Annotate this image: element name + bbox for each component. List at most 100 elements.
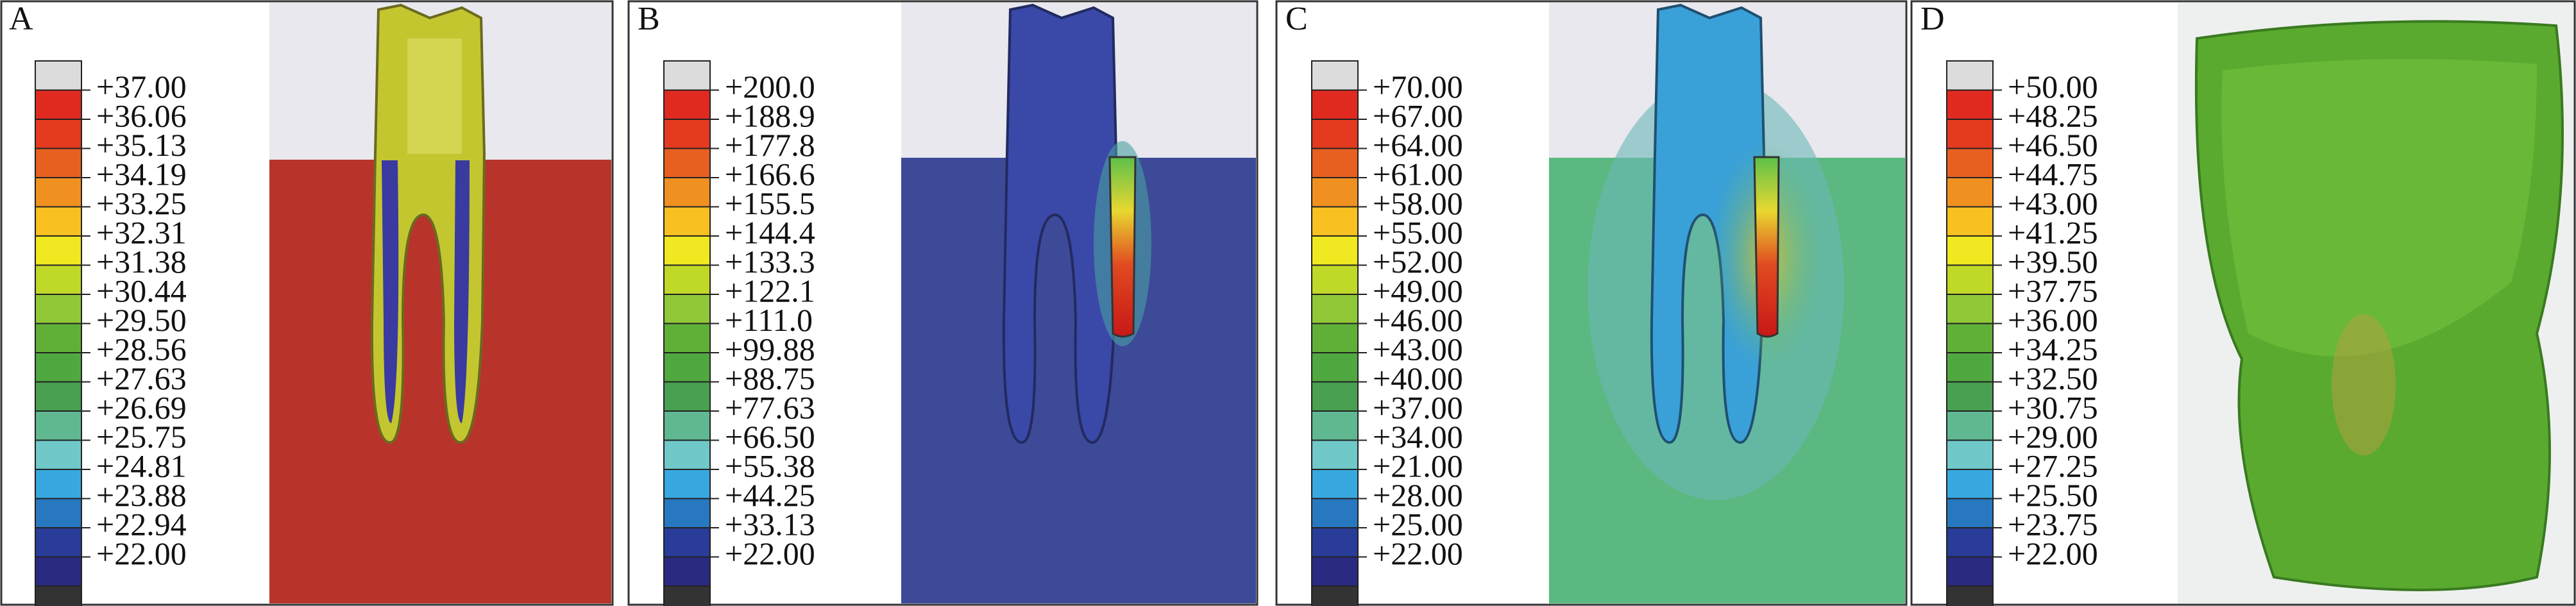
colorbar-box [35,410,82,441]
colorbar-box [663,352,711,383]
legend-label: +32.31 [96,214,187,250]
colorbar-box [1946,498,1994,528]
colorbar-box [35,294,82,324]
legend-label: +66.50 [725,419,815,455]
colorbar-box [663,177,711,208]
legend-label: +22.00 [725,535,815,571]
legend-label: +23.75 [2008,506,2098,542]
colorbar-box [35,556,82,587]
colorbar-box [663,410,711,441]
colorbar-box [1311,89,1359,120]
colorbar-box [35,235,82,266]
colorbar-box [1946,410,1994,441]
legend-label: +32.50 [2008,360,2098,396]
colorbar-box [1311,585,1359,606]
legend-label: +37.00 [1373,389,1463,425]
colorbar-box [663,323,711,353]
colorbar-box [1946,439,1994,470]
colorbar-box [1311,439,1359,470]
colorbar-box [1946,294,1994,324]
image-a [269,3,611,603]
legend-label: +27.25 [2008,448,2098,484]
colorbar-box [1311,498,1359,528]
colorbar-box [1311,556,1359,587]
legend-label: +188.9 [725,97,815,133]
colorbar-box [663,585,711,606]
colorbar-box [35,323,82,353]
legend-label: +111.0 [725,302,813,338]
colorbar-box [1946,235,1994,266]
colorbar-box [1311,410,1359,441]
colorbar-box [35,119,82,149]
legend-label: +36.06 [96,97,187,133]
colorbar-box [663,498,711,528]
colorbar-box [1311,206,1359,237]
colorbar-box [663,206,711,237]
panel-label: C [1285,1,1308,37]
colorbar-box [35,439,82,470]
legend-label: +29.50 [96,302,187,338]
colorbar-box [35,352,82,383]
colorbar-box [1311,294,1359,324]
colorbar-box [35,177,82,208]
legend-label: +34.25 [2008,331,2098,367]
colorbar-box [1946,527,1994,558]
colorbar-box [1311,381,1359,412]
colorbar-box [663,381,711,412]
legend-label: +27.63 [96,360,187,396]
legend-label: +52.00 [1373,244,1463,280]
colorbar-box [1946,89,1994,120]
legend-label: +28.00 [1373,477,1463,513]
colorbar-box [35,206,82,237]
legend-label: +34.19 [96,156,187,192]
legend-label: +64.00 [1373,127,1463,163]
legend-label: +39.50 [2008,244,2098,280]
legend-label: +40.00 [1373,360,1463,396]
legend-label: +200.0 [725,69,815,105]
legend-label: +61.00 [1373,156,1463,192]
legend-label: +67.00 [1373,97,1463,133]
colorbar-box [1946,352,1994,383]
colorbar-box [663,264,711,295]
panel-label: D [1920,1,1945,37]
panel-label: A [9,1,33,37]
legend-label: +31.38 [96,244,187,280]
legend-label: +25.75 [96,419,187,455]
legend-label: +88.75 [725,360,815,396]
colorbar-box [1311,177,1359,208]
legend-label: +29.00 [2008,419,2098,455]
panel-frame [1275,0,1908,606]
legend-label: +28.56 [96,331,187,367]
colorbar-box [1946,206,1994,237]
legend-label: +44.25 [725,477,815,513]
legend-label: +33.13 [725,506,815,542]
colorbar-box [1311,469,1359,500]
colorbar-box [1311,147,1359,178]
colorbar-box [663,147,711,178]
legend-label: +34.00 [1373,419,1463,455]
legend-label: +22.94 [96,506,187,542]
colorbar-box [1311,352,1359,383]
legend-label: +22.00 [2008,535,2098,571]
colorbar-box [1311,264,1359,295]
colorbar-box [1946,323,1994,353]
legend-label: +55.00 [1373,214,1463,250]
legend-label: +46.00 [1373,302,1463,338]
legend-label: +37.00 [96,69,187,105]
colorbar-box [35,60,82,91]
colorbar-box [663,294,711,324]
image-d [2178,3,2573,603]
colorbar-box [1311,323,1359,353]
legend-label: +41.25 [2008,214,2098,250]
panel-label: B [638,1,660,37]
legend-label: +77.63 [725,389,815,425]
legend-label: +24.81 [96,448,187,484]
colorbar-box [663,439,711,470]
legend-label: +21.00 [1373,448,1463,484]
colorbar-box [1946,60,1994,91]
legend-label: +46.50 [2008,127,2098,163]
colorbar-box [1946,147,1994,178]
legend-label: +122.1 [725,273,815,308]
legend-label: +30.44 [96,273,187,308]
legend-label: +49.00 [1373,273,1463,308]
